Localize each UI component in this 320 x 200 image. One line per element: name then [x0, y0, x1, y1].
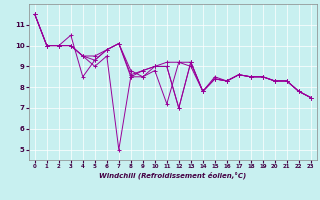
X-axis label: Windchill (Refroidissement éolien,°C): Windchill (Refroidissement éolien,°C): [99, 172, 246, 179]
